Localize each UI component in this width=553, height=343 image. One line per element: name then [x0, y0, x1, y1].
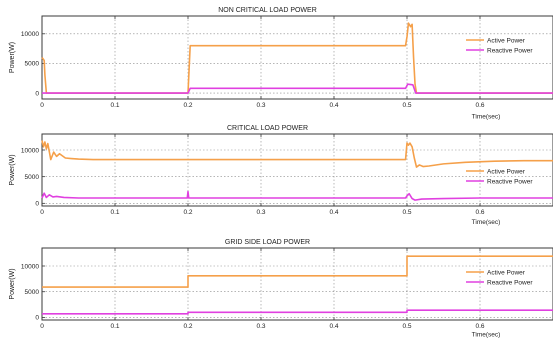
series-line-active-power — [42, 255, 553, 288]
x-tick-label: 0.3 — [256, 102, 265, 109]
x-tick-label: 0.6 — [475, 102, 484, 109]
plot-area — [41, 15, 553, 100]
chart-title: GRID SIDE LOAD POWER — [225, 239, 310, 246]
x-tick-label: 0.5 — [402, 102, 411, 109]
x-axis-label: Time(sec) — [472, 219, 501, 226]
y-tick-label: 5000 — [25, 289, 40, 296]
chart-panel-1: NON CRITICAL LOAD POWER 0 0.1 0.2 0.3 0.4 0.5 0… — [9, 7, 553, 120]
x-tick-label: 0.2 — [183, 209, 192, 216]
y-tick-label: 0 — [35, 201, 39, 208]
x-tick-label: 0.1 — [110, 102, 119, 109]
legend: Active Power Reactive Power — [466, 168, 533, 185]
series-line-active-power — [41, 22, 553, 94]
y-axis-label: Power(W) — [9, 42, 16, 73]
chart-title: CRITICAL LOAD POWER — [227, 125, 308, 132]
series-line-reactive-power — [42, 309, 553, 315]
x-tick-label: 0.5 — [402, 209, 411, 216]
legend: Active Power Reactive Power — [466, 269, 533, 286]
x-tick-label: 0.1 — [110, 209, 119, 216]
y-tick-label: 10000 — [21, 263, 39, 270]
y-tick-label: 0 — [35, 90, 39, 97]
x-axis-label: Time(sec) — [472, 331, 501, 338]
plot-area — [41, 247, 553, 321]
series-line-reactive-power — [42, 83, 553, 94]
x-tick-label: 0 — [40, 323, 44, 330]
y-axis-label: Power(W) — [9, 154, 16, 185]
legend-label: Reactive Power — [487, 178, 533, 185]
chart-panel-3: GRID SIDE LOAD POWER 0 0.1 0.2 0.3 0.4 0.5 0.6 0… — [9, 239, 553, 338]
x-tick-label: 0.1 — [110, 323, 119, 330]
x-tick-label: 0.4 — [329, 323, 338, 330]
y-tick-label: 5000 — [25, 174, 40, 181]
legend-label: Active Power — [487, 168, 526, 175]
y-tick-label: 10000 — [21, 147, 39, 154]
x-tick-label: 0.2 — [183, 102, 192, 109]
plot-area — [41, 133, 553, 207]
y-tick-label: 5000 — [25, 61, 40, 68]
x-tick-label: 0 — [40, 209, 44, 216]
legend: Active Power Reactive Power — [466, 37, 533, 54]
x-tick-label: 0.3 — [256, 209, 265, 216]
y-tick-label: 0 — [35, 315, 39, 322]
x-tick-label: 0.3 — [256, 323, 265, 330]
series-line-active-power — [41, 140, 553, 168]
x-tick-label: 0.6 — [475, 323, 484, 330]
x-tick-label: 0.5 — [402, 323, 411, 330]
chart-title: NON CRITICAL LOAD POWER — [218, 7, 317, 14]
x-tick-label: 0.4 — [329, 209, 338, 216]
x-tick-label: 0.6 — [475, 209, 484, 216]
y-tick-label: 10000 — [21, 31, 39, 38]
series-line-reactive-power — [41, 190, 553, 201]
x-tick-label: 0 — [40, 102, 44, 109]
legend-label: Active Power — [487, 37, 526, 44]
legend-label: Active Power — [487, 269, 526, 276]
x-tick-label: 0.4 — [329, 102, 338, 109]
x-tick-label: 0.2 — [183, 323, 192, 330]
chart-panel-2: CRITICAL LOAD POWER 0 0.1 0.2 0.3 0.4 0.5 0.6 0 5… — [9, 125, 553, 226]
legend-label: Reactive Power — [487, 279, 533, 286]
x-axis-label: Time(sec) — [472, 113, 501, 120]
legend-label: Reactive Power — [487, 47, 533, 54]
y-axis-label: Power(W) — [9, 268, 16, 299]
